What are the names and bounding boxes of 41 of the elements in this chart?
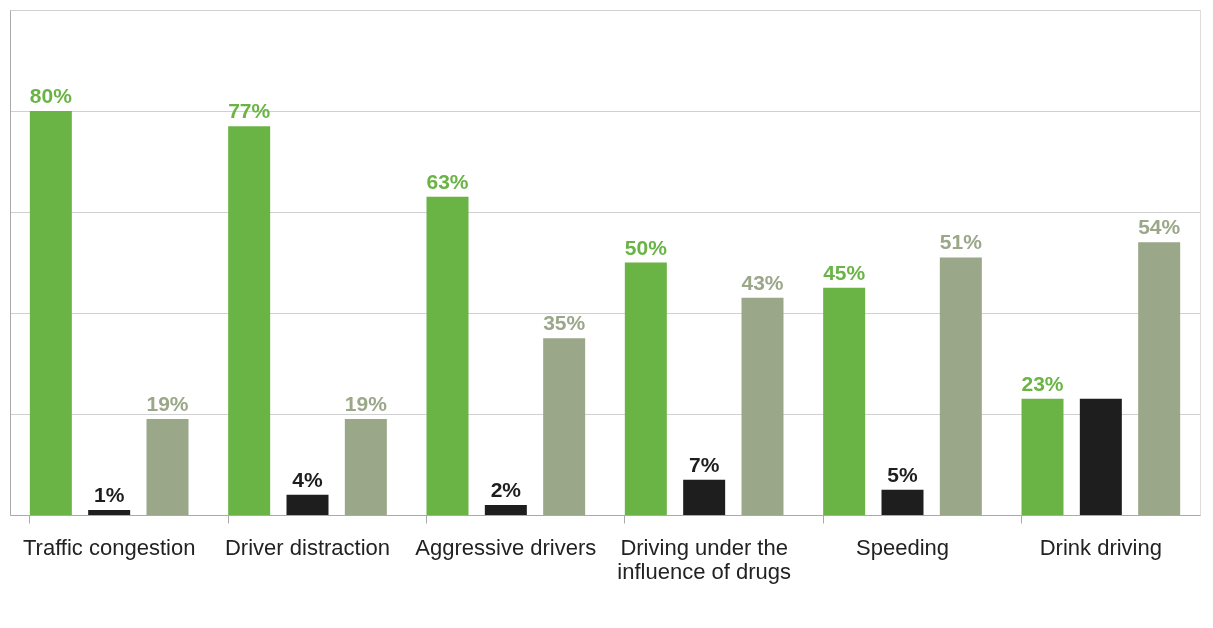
bar — [484, 504, 527, 515]
bar — [286, 494, 329, 515]
bar — [88, 509, 131, 515]
data-label: 50% — [624, 235, 668, 259]
x-tick-label: Driving under the influence of drugs — [617, 534, 791, 584]
bar — [823, 287, 866, 515]
bar — [29, 111, 72, 515]
data-label: 35% — [543, 311, 586, 335]
bar — [741, 297, 784, 515]
data-label: 19% — [146, 392, 189, 416]
bar — [683, 479, 726, 515]
bar — [624, 262, 667, 515]
x-tick-label: Drink driving — [1039, 534, 1162, 560]
bar — [881, 489, 924, 515]
bar — [1079, 398, 1122, 515]
bar — [1021, 398, 1064, 515]
data-label: 80% — [29, 84, 73, 107]
data-label: 5% — [887, 462, 918, 486]
bar — [344, 419, 387, 515]
data-label: 7% — [688, 452, 720, 476]
data-label: 23% — [1021, 371, 1064, 395]
bar — [146, 419, 189, 515]
data-label: 19% — [344, 392, 388, 416]
x-tick-label: Speeding — [856, 534, 949, 560]
data-label: 63% — [426, 169, 469, 193]
bar — [228, 126, 271, 515]
data-label: 4% — [292, 467, 323, 491]
x-tick-label: Traffic congestion — [22, 534, 196, 560]
bar — [426, 196, 469, 515]
x-tick-label: Driver distraction — [224, 534, 391, 560]
bar — [543, 338, 586, 515]
bar — [939, 257, 982, 515]
data-label: 51% — [939, 230, 983, 254]
data-label: 77% — [228, 99, 271, 123]
data-label: 54% — [1138, 215, 1181, 239]
data-label: 45% — [823, 260, 866, 284]
x-tick-label: Aggressive drivers — [415, 534, 597, 560]
bar — [1138, 242, 1181, 515]
data-label: 1% — [93, 482, 125, 506]
data-label: 2% — [490, 477, 522, 501]
data-label: 43% — [741, 270, 784, 294]
